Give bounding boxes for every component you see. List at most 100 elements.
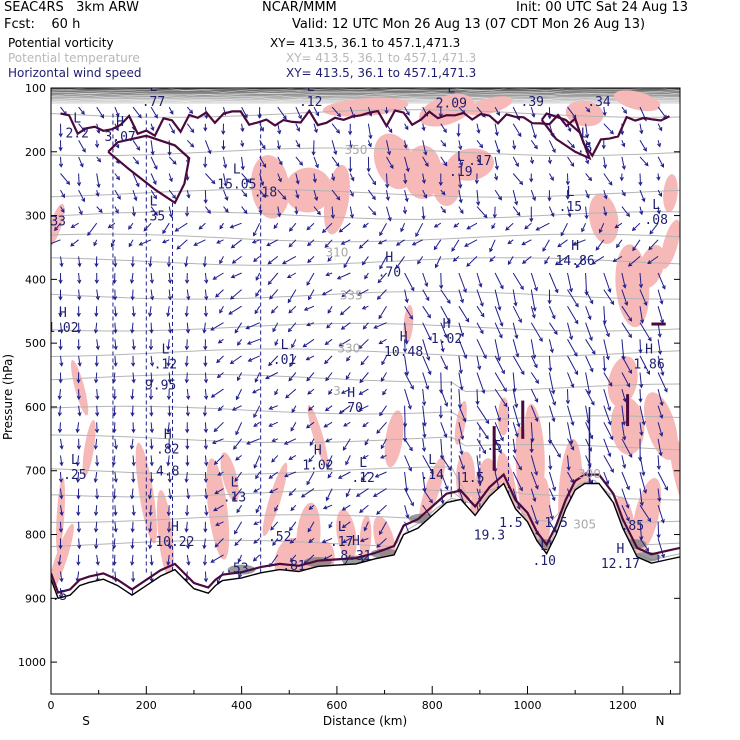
wind-vector [494,405,501,422]
wind-vector [421,173,426,185]
wind-vector [287,322,297,333]
wind-vector [321,289,333,296]
wind-vector [112,389,117,401]
extremum-kind-label: H [116,115,124,130]
wind-vector [58,156,64,168]
wind-vector [130,322,135,334]
wind-vector [311,140,316,156]
wind-vector [221,123,226,135]
x-end-left-label: S [82,714,90,728]
pv-shading [607,356,638,407]
wind-vector [476,206,488,219]
wind-vector [95,389,100,401]
extremum-kind-label: L [447,82,455,97]
wind-vector [149,355,155,367]
wind-vector [131,339,136,351]
wind-vector [95,339,100,351]
wind-vector [529,173,534,183]
wind-vector [612,255,623,263]
y-tick-label: 800 [25,529,46,542]
wind-vector [289,538,297,544]
wind-vector [512,355,525,376]
wind-vector [529,206,534,223]
theta-contour [51,188,680,198]
wind-vector [639,355,650,376]
wind-vector [184,471,189,484]
wind-vector [286,272,297,278]
wind-vector [161,239,170,244]
wind-vector [657,471,668,491]
wind-vector [272,322,279,333]
extremum-value-label: .12 [299,95,322,110]
wind-vector [359,372,369,384]
wind-vector [77,405,82,417]
wind-vector [324,338,333,346]
wind-vector [529,438,534,454]
wind-vector [185,405,190,417]
wind-vector [148,538,153,550]
wind-vector [377,239,387,245]
wind-vector [325,372,333,382]
wind-vector [75,471,81,484]
extremum-value-label: .13 [223,490,246,505]
wind-vector [402,206,408,215]
extremum-kind-label: H [347,386,355,401]
wind-vector [96,106,105,119]
wind-vector [231,405,242,411]
wind-vector [494,322,503,339]
wind-vector [95,405,100,417]
wind-vector [325,438,333,443]
wind-vector [639,538,650,552]
wind-vector [60,189,65,199]
wind-vector [150,289,155,301]
wind-vector [254,372,261,383]
wind-vector [386,156,394,169]
extremum-kind-label: L [540,539,548,554]
wind-vector [585,123,590,139]
wind-vector [345,488,351,498]
init-time: Init: 00 UTC Sat 24 Aug 13 [516,0,689,15]
wind-vector [253,538,261,544]
wind-vector [639,504,652,523]
wind-vector [336,272,351,280]
extremum-value-label: 14.86 [556,254,595,269]
wind-vector [362,322,369,330]
wind-vector [355,488,369,497]
wind-vector [331,140,338,156]
wind-vector [649,222,659,235]
theta-label: 350 [345,143,368,157]
wind-vector [567,355,578,376]
wind-vector [601,140,606,150]
wind-vector [581,222,587,233]
wind-vector [374,471,387,478]
extremum-value-label: .39 [521,95,544,110]
wind-vector [57,405,62,417]
wind-vector [229,222,242,229]
wind-vector [349,189,354,198]
wind-vector [440,488,445,505]
wind-vector [130,405,135,417]
wind-vector [70,222,79,229]
wind-vector [512,339,520,358]
wind-vector [185,538,191,550]
wind-vector [94,256,99,268]
wind-vector [107,222,116,229]
wind-vector [132,189,138,202]
wind-vector [112,538,117,550]
wind-vector [422,289,430,302]
wind-vector [603,189,608,200]
wind-vector [184,372,189,384]
wind-vector [639,422,644,437]
wind-vector [331,189,341,201]
wind-vector [548,505,554,521]
wind-vector [422,322,432,341]
wind-vector [512,173,524,186]
wind-vector [76,173,82,187]
wind-vector [512,405,521,428]
wind-vector [113,256,118,268]
wind-vector [657,355,665,377]
wind-vector [130,554,135,566]
wind-vector [148,256,153,268]
wind-vector [325,488,333,502]
wind-vector [358,338,369,350]
